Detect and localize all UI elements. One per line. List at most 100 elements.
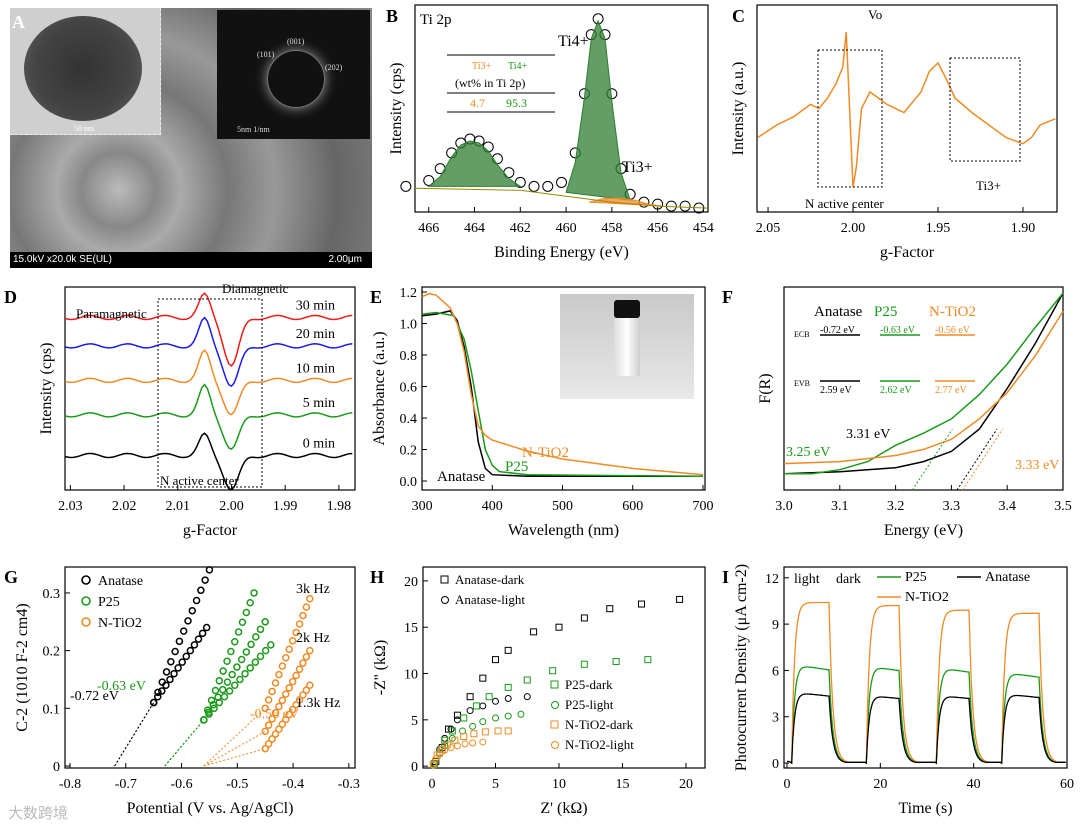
data-point	[460, 714, 468, 722]
data-point	[162, 668, 171, 676]
ecb-value: -0.63 eV	[880, 325, 916, 336]
data-point	[231, 681, 239, 689]
x-axis-label: Z' (kΩ)	[540, 800, 587, 817]
y-tick-label: 0	[53, 760, 60, 775]
data-point	[306, 594, 314, 603]
data-point	[461, 740, 469, 748]
data-point	[190, 641, 199, 649]
tangent-line	[956, 428, 998, 491]
data-point	[288, 677, 297, 686]
data-point	[219, 667, 227, 675]
legend-label: Anatase-dark	[455, 572, 525, 587]
data-point	[528, 180, 540, 192]
data-point	[188, 606, 197, 615]
legend-marker	[81, 596, 91, 606]
data-point	[504, 646, 512, 654]
x-tick-label: 462	[510, 221, 531, 236]
data-point	[288, 637, 297, 645]
data-point	[228, 670, 236, 679]
panel-letter: H	[370, 567, 384, 587]
data-point	[278, 662, 287, 670]
frequency-label: 3k Hz	[296, 582, 330, 597]
data-point	[184, 617, 192, 625]
band-column-header: P25	[874, 304, 897, 320]
x-tick-label: 2.02	[112, 499, 137, 514]
watermark: 大数跨境	[8, 804, 69, 822]
x-tick-label: 60	[1060, 777, 1074, 792]
y-axis-label: F(R)	[757, 373, 774, 403]
panel-letter: G	[4, 567, 18, 587]
n-center-box	[817, 49, 883, 188]
data-point	[170, 669, 178, 678]
data-point	[215, 677, 224, 685]
data-point	[523, 676, 531, 684]
ti4-label: Ti4+	[558, 33, 589, 50]
x-tick-label: 3.2	[887, 499, 905, 514]
y-tick-label: 0.3	[43, 587, 61, 602]
data-point	[247, 640, 255, 649]
data-point	[275, 702, 283, 711]
sem-info: 15.0kV x20.0k SE(UL)	[13, 254, 112, 265]
data-point	[295, 696, 304, 704]
data-point	[264, 740, 273, 748]
data-point	[207, 696, 216, 705]
data-point	[292, 671, 300, 680]
data-point	[555, 623, 563, 631]
series-line	[64, 383, 353, 451]
data-point	[679, 200, 691, 212]
y-tick-label: 15	[404, 621, 418, 636]
data-point	[271, 708, 280, 717]
data-point	[429, 761, 437, 769]
x-tick-label: 3.0	[775, 499, 793, 514]
data-point	[261, 704, 269, 713]
x-tick-label: 2.03	[58, 499, 83, 514]
legend-label: Anatase	[985, 570, 1030, 585]
frequency-label: 2k Hz	[296, 631, 330, 646]
y-tick-label: 6	[772, 664, 779, 679]
data-point	[453, 742, 461, 750]
data-point	[225, 687, 234, 695]
legend-marker	[550, 680, 559, 689]
band-row-label: ECB	[794, 330, 810, 339]
series-label: 30 min	[296, 298, 335, 313]
x-axis-label: Binding Energy (eV)	[494, 244, 629, 261]
x-tick-label: -0.4	[282, 777, 304, 792]
data-point	[205, 710, 213, 718]
plot-frame	[422, 566, 706, 769]
x-tick-label: 0	[429, 777, 436, 792]
y-tick-label: 9	[772, 618, 779, 633]
data-point	[292, 628, 300, 637]
band-row-label: EVB	[794, 379, 810, 388]
ecb-value: -0.72 eV	[820, 325, 856, 336]
data-point	[166, 675, 174, 684]
data-point	[237, 655, 246, 664]
series-line	[422, 310, 703, 478]
plane-label: (101)	[257, 50, 275, 59]
table-header: Ti4+	[508, 61, 528, 72]
y-tick-label: 0.2	[43, 645, 61, 660]
data-point	[179, 627, 188, 635]
x-tick-label: 300	[412, 499, 433, 514]
series-line	[787, 693, 1066, 765]
x-tick-label: 2.00	[219, 499, 244, 514]
data-point	[676, 595, 684, 603]
data-point	[423, 174, 435, 186]
sem-image: 50 nm (101) (001) (202) 5nm 1/nm 15.0kV …	[10, 8, 372, 268]
data-point	[175, 637, 184, 646]
data-point	[236, 675, 244, 684]
data-point	[261, 744, 269, 753]
legend-label: Anatase-light	[455, 592, 525, 607]
fit-line	[114, 702, 155, 767]
data-point	[178, 658, 186, 666]
x-tick-label: 20	[873, 777, 887, 792]
data-point	[246, 598, 254, 607]
sem-info-bar: 15.0kV x20.0k SE(UL) 2.00μm	[10, 252, 372, 268]
y-axis-label: Absorbance (a.u.)	[371, 331, 388, 445]
x-tick-label: 458	[601, 221, 622, 236]
data-point	[530, 628, 538, 636]
data-point	[278, 696, 287, 705]
evb-value: 2.59 eV	[820, 385, 852, 396]
data-point	[469, 722, 477, 730]
panel-I	[783, 566, 1068, 769]
data-point	[288, 705, 297, 714]
